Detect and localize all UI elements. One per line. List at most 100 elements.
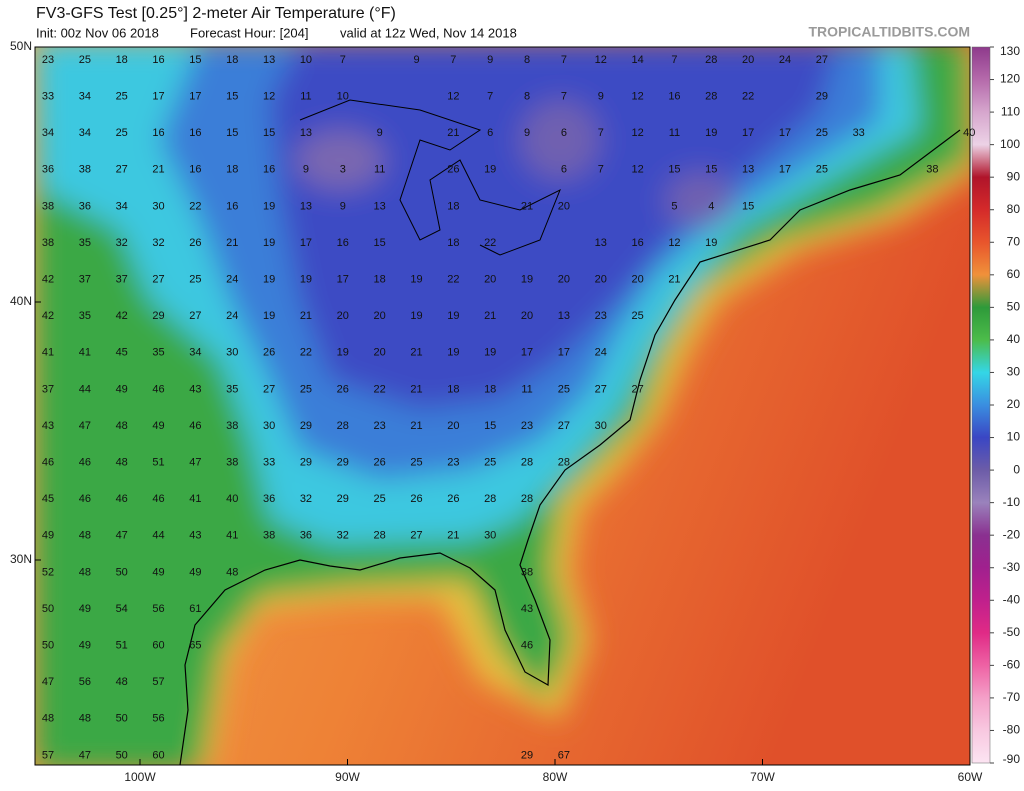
station-value: 22 (300, 347, 312, 359)
station-value: 17 (779, 127, 791, 139)
station-value: 48 (116, 676, 128, 688)
colorbar-label: 50 (1007, 300, 1021, 314)
station-value: 9 (303, 164, 309, 176)
station-value: 25 (374, 493, 386, 505)
colorbar-label: -50 (1003, 625, 1021, 639)
station-value: 21 (447, 530, 459, 542)
station-value: 15 (668, 164, 680, 176)
station-value: 57 (152, 676, 164, 688)
station-value: 46 (152, 493, 164, 505)
station-value: 40 (963, 127, 975, 139)
station-value: 60 (152, 749, 164, 761)
station-value: 20 (374, 310, 386, 322)
station-value: 13 (300, 127, 312, 139)
lon-label: 100W (124, 770, 156, 784)
station-value: 21 (300, 310, 312, 322)
station-value: 6 (561, 127, 567, 139)
station-value: 32 (116, 237, 128, 249)
station-value: 49 (152, 566, 164, 578)
station-value: 36 (79, 200, 91, 212)
station-value: 20 (558, 200, 570, 212)
station-value: 20 (558, 274, 570, 286)
station-value: 17 (300, 237, 312, 249)
station-value: 32 (152, 237, 164, 249)
station-value: 18 (484, 383, 496, 395)
station-value: 48 (116, 457, 128, 469)
station-value: 9 (377, 127, 383, 139)
station-value: 23 (595, 310, 607, 322)
station-value: 26 (374, 457, 386, 469)
colorbar (971, 46, 991, 764)
lon-label: 60W (958, 770, 983, 784)
station-value: 21 (410, 420, 422, 432)
colorbar-label: 100 (1000, 137, 1020, 151)
station-value: 30 (484, 530, 496, 542)
station-value: 34 (42, 127, 54, 139)
station-value: 9 (340, 200, 346, 212)
station-value: 25 (484, 457, 496, 469)
station-value: 33 (853, 127, 865, 139)
station-value: 18 (226, 54, 238, 66)
station-value: 13 (263, 54, 275, 66)
station-value: 22 (484, 237, 496, 249)
station-value: 40 (226, 493, 238, 505)
lon-label: 70W (750, 770, 775, 784)
station-value: 29 (300, 457, 312, 469)
station-value: 27 (558, 420, 570, 432)
station-value: 12 (595, 54, 607, 66)
station-value: 47 (116, 530, 128, 542)
colorbar-label: -90 (1003, 752, 1021, 766)
station-value: 44 (152, 530, 164, 542)
station-value: 45 (42, 493, 54, 505)
station-value: 15 (189, 54, 201, 66)
lat-label: 40N (10, 294, 32, 308)
station-value: 15 (705, 164, 717, 176)
title: FV3-GFS Test [0.25°] 2-meter Air Tempera… (36, 5, 396, 22)
station-value: 41 (79, 347, 91, 359)
station-value: 22 (374, 383, 386, 395)
station-value: 26 (447, 493, 459, 505)
station-value: 12 (631, 164, 643, 176)
station-value: 34 (116, 200, 128, 212)
station-value: 19 (263, 200, 275, 212)
station-value: 67 (558, 749, 570, 761)
station-value: 18 (226, 164, 238, 176)
station-value: 36 (300, 530, 312, 542)
station-value: 16 (189, 164, 201, 176)
station-value: 49 (116, 383, 128, 395)
station-value: 49 (42, 530, 54, 542)
station-value: 7 (450, 54, 456, 66)
station-value: 54 (116, 603, 128, 615)
colorbar-label: -40 (1003, 592, 1021, 606)
map-frame (34, 46, 971, 766)
station-value: 11 (374, 164, 385, 176)
station-value: 3 (340, 164, 346, 176)
station-value: 50 (42, 640, 54, 652)
station-value: 35 (152, 347, 164, 359)
station-value: 24 (595, 347, 607, 359)
station-value: 17 (742, 127, 754, 139)
station-value: 46 (521, 640, 533, 652)
station-value: 38 (79, 164, 91, 176)
station-value: 24 (779, 54, 791, 66)
station-value: 28 (521, 493, 533, 505)
station-value: 18 (374, 274, 386, 286)
station-value: 46 (189, 420, 201, 432)
station-value: 16 (337, 237, 349, 249)
station-value: 7 (671, 54, 677, 66)
station-value: 32 (337, 530, 349, 542)
station-value: 47 (189, 457, 201, 469)
station-value: 25 (189, 274, 201, 286)
station-value: 38 (226, 457, 238, 469)
lat-label: 30N (10, 552, 32, 566)
station-value: 24 (226, 310, 238, 322)
station-value: 38 (226, 420, 238, 432)
station-value: 52 (42, 566, 54, 578)
station-value: 34 (79, 127, 91, 139)
station-value: 19 (263, 237, 275, 249)
colorbar-label: 120 (1000, 72, 1020, 86)
station-value: 24 (226, 274, 238, 286)
station-value: 36 (263, 493, 275, 505)
station-value: 34 (79, 91, 91, 103)
